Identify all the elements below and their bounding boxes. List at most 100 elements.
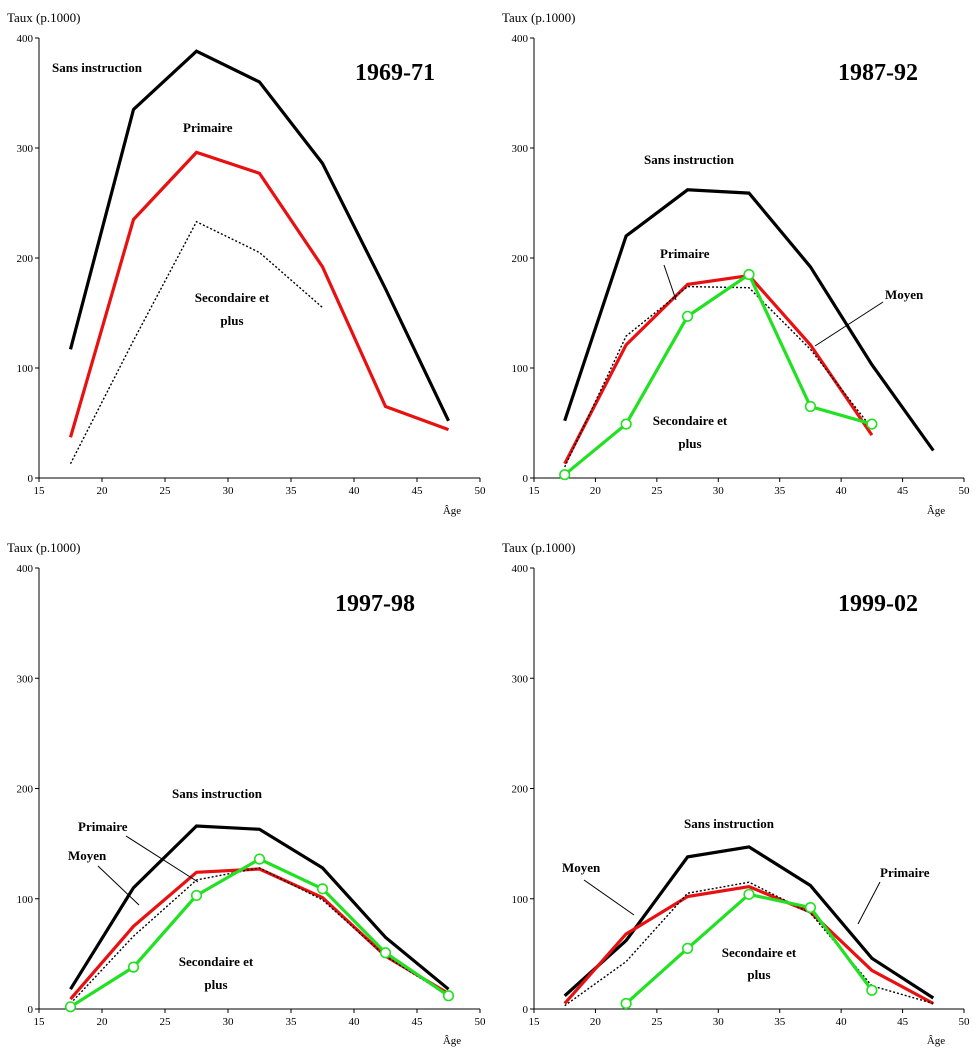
y-tick-label: 0 xyxy=(28,473,34,485)
series-annotation: Primaire xyxy=(78,819,128,834)
annotation-leader-line xyxy=(583,879,635,916)
chart-panel-1997-98: 0 100 200 300 400 15 20 25 30 35 40 45 50 Taux (p.100… xyxy=(7,540,486,1047)
series-secondaire-et-plus-line xyxy=(563,272,873,476)
data-point-marker xyxy=(379,947,392,959)
chart-title: 1997-98 xyxy=(335,591,415,617)
y-tick-label: 300 xyxy=(512,143,529,155)
series-annotation: Moyen xyxy=(68,848,107,863)
y-tick-label: 400 xyxy=(17,563,34,575)
annotation-leader-line xyxy=(125,835,199,883)
series-annotation: Moyen xyxy=(562,860,601,875)
chart-title: 1969-71 xyxy=(355,60,435,86)
y-tick-label: 400 xyxy=(512,33,529,45)
data-point-marker xyxy=(804,901,817,914)
series-annotation: Secondaire et xyxy=(179,954,254,969)
x-tick-label: 15 xyxy=(34,485,46,497)
data-point-marker xyxy=(442,990,455,1002)
y-tick-label: 100 xyxy=(17,363,34,375)
series-annotation: plus xyxy=(220,313,243,328)
data-point-marker xyxy=(127,961,140,973)
x-tick-label: 15 xyxy=(529,485,541,497)
series-moyen-or-secondaire-line xyxy=(69,867,449,1004)
y-axis-label: Taux (p.1000) xyxy=(7,540,80,555)
data-point-marker xyxy=(316,883,329,895)
x-tick-label: 20 xyxy=(97,485,109,497)
data-point-marker xyxy=(866,984,878,996)
annotation-leader-line xyxy=(97,865,140,906)
y-tick-label: 400 xyxy=(512,563,529,575)
x-tick-label: 50 xyxy=(475,485,487,497)
data-point-marker xyxy=(681,310,694,322)
annotation-leader-line xyxy=(663,264,677,301)
x-tick-label: 45 xyxy=(897,1016,909,1028)
y-tick-label: 100 xyxy=(512,363,529,375)
data-point-marker xyxy=(804,400,817,413)
y-axis-label: Taux (p.1000) xyxy=(502,540,575,555)
series-primaire-line xyxy=(68,150,450,438)
data-point-marker xyxy=(620,418,632,430)
series-annotation: plus xyxy=(204,977,227,992)
annotation-leader-line xyxy=(814,301,884,347)
x-tick-label: 25 xyxy=(651,1016,663,1028)
series-annotation: Secondaire et xyxy=(195,290,270,305)
y-tick-label: 0 xyxy=(523,473,529,485)
y-axis-label: Taux (p.1000) xyxy=(502,10,575,25)
x-tick-label: 30 xyxy=(223,485,235,497)
y-tick-label: 300 xyxy=(17,143,34,155)
x-tick-label: 25 xyxy=(160,485,172,497)
y-tick-label: 0 xyxy=(523,1004,529,1016)
x-tick-label: 20 xyxy=(590,485,602,497)
x-tick-label: 35 xyxy=(286,1016,298,1028)
series-annotation: Moyen xyxy=(885,287,924,302)
y-tick-label: 0 xyxy=(28,1004,34,1016)
x-tick-label: 25 xyxy=(651,485,663,497)
series-annotation: Secondaire et xyxy=(722,945,797,960)
data-point-marker xyxy=(866,418,878,430)
series-primaire-line xyxy=(563,884,935,1005)
series-annotation: Primaire xyxy=(183,120,233,135)
x-tick-label: 45 xyxy=(897,485,909,497)
series-annotation: Sans instruction xyxy=(644,152,735,167)
y-tick-label: 200 xyxy=(17,784,34,796)
series-sans-instruction-line xyxy=(563,845,935,1000)
x-tick-label: 50 xyxy=(959,1016,971,1028)
x-tick-label: 20 xyxy=(590,1016,602,1028)
y-tick-label: 300 xyxy=(17,673,34,685)
x-tick-label: 30 xyxy=(713,1016,725,1028)
x-tick-label: 15 xyxy=(529,1016,541,1028)
series-sans-instruction-line xyxy=(69,824,450,991)
x-tick-label: 30 xyxy=(223,1016,235,1028)
data-point-marker xyxy=(253,853,266,865)
x-tick-label: 30 xyxy=(713,485,725,497)
data-point-marker xyxy=(559,469,571,481)
x-tick-label: 45 xyxy=(412,485,424,497)
y-tick-label: 200 xyxy=(512,784,529,796)
data-point-marker xyxy=(743,888,755,900)
data-point-marker xyxy=(620,997,632,1010)
x-tick-label: 50 xyxy=(959,485,971,497)
series-annotation: Sans instruction xyxy=(52,60,143,75)
chart-panel-1987-92: 0 100 200 300 400 15 20 25 30 35 40 45 50 Taux (p.100… xyxy=(502,10,970,517)
data-point-marker xyxy=(743,268,755,281)
x-tick-label: 40 xyxy=(836,1016,848,1028)
chart-title: 1987-92 xyxy=(838,60,918,86)
x-axis-label: Âge xyxy=(927,505,945,517)
y-tick-label: 400 xyxy=(17,33,34,45)
series-annotation: Sans instruction xyxy=(684,816,775,831)
x-tick-label: 45 xyxy=(412,1016,424,1028)
chart-panel-1999-02: 0 100 200 300 400 15 20 25 30 35 40 45 50 Taux (p.100… xyxy=(502,540,970,1047)
series-primaire-line xyxy=(563,273,874,465)
x-tick-label: 40 xyxy=(836,485,848,497)
data-point-marker xyxy=(190,889,203,902)
annotation-leader-line xyxy=(857,881,881,925)
x-tick-label: 40 xyxy=(349,485,361,497)
x-tick-label: 40 xyxy=(349,1016,361,1028)
data-point-marker xyxy=(64,1001,77,1013)
x-axis-label: Âge xyxy=(443,505,461,517)
y-tick-label: 300 xyxy=(512,673,529,685)
x-tick-label: 35 xyxy=(774,1016,786,1028)
x-tick-label: 35 xyxy=(286,485,298,497)
series-moyen-or-secondaire-line xyxy=(69,220,323,465)
series-sans-instruction-line xyxy=(68,49,450,422)
